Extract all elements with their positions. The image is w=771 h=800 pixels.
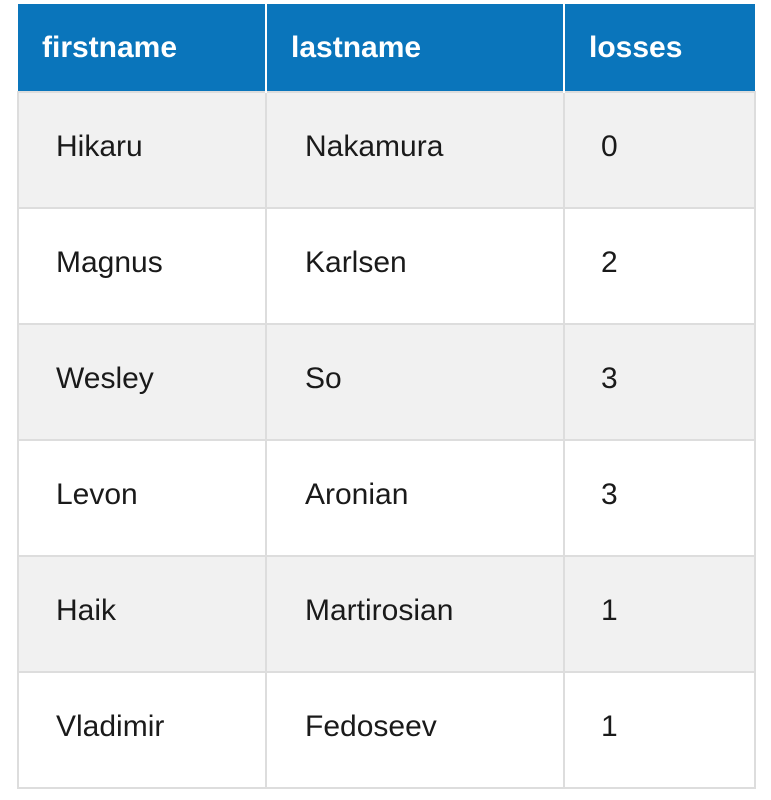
cell-lastname: Aronian — [265, 439, 565, 557]
table-row: Vladimir Fedoseev 1 — [17, 671, 756, 789]
table-row: Haik Martirosian 1 — [17, 555, 756, 673]
header-row: firstname lastname losses — [18, 4, 755, 92]
cell-firstname: Wesley — [17, 323, 267, 441]
cell-lastname: Nakamura — [265, 91, 565, 209]
column-header-firstname: firstname — [18, 4, 267, 92]
column-header-lastname: lastname — [266, 4, 565, 92]
table-body: Hikaru Nakamura 0 Magnus Karlsen 2 Wesle… — [17, 91, 756, 789]
cell-losses: 0 — [563, 91, 756, 209]
table-row: Wesley So 3 — [17, 323, 756, 441]
cell-losses: 1 — [563, 555, 756, 673]
data-table-container: firstname lastname losses Hikaru Nakamur… — [17, 4, 756, 789]
table-header: firstname lastname losses — [18, 4, 755, 92]
cell-lastname: Martirosian — [265, 555, 565, 673]
cell-lastname: So — [265, 323, 565, 441]
table-row: Hikaru Nakamura 0 — [17, 91, 756, 209]
cell-losses: 1 — [563, 671, 756, 789]
cell-losses: 3 — [563, 439, 756, 557]
table-row: Magnus Karlsen 2 — [17, 207, 756, 325]
cell-firstname: Levon — [17, 439, 267, 557]
data-table: firstname lastname losses Hikaru Nakamur… — [17, 4, 756, 789]
cell-firstname: Vladimir — [17, 671, 267, 789]
cell-firstname: Haik — [17, 555, 267, 673]
cell-firstname: Hikaru — [17, 91, 267, 209]
cell-firstname: Magnus — [17, 207, 267, 325]
table-row: Levon Aronian 3 — [17, 439, 756, 557]
cell-losses: 3 — [563, 323, 756, 441]
column-header-losses: losses — [564, 4, 755, 92]
cell-lastname: Fedoseev — [265, 671, 565, 789]
cell-lastname: Karlsen — [265, 207, 565, 325]
cell-losses: 2 — [563, 207, 756, 325]
